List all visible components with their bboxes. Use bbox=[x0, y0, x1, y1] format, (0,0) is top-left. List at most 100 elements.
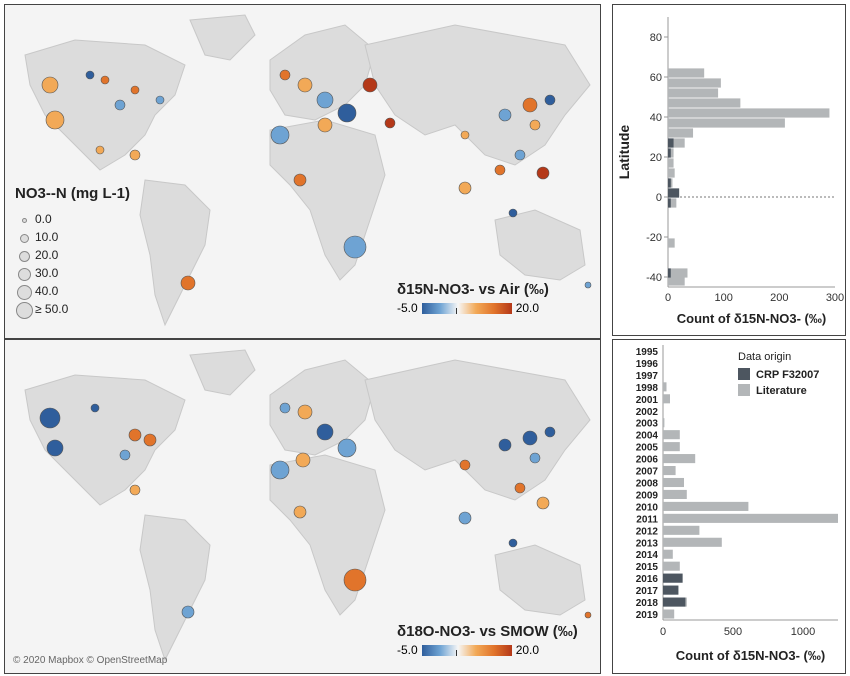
map-attribution: © 2020 Mapbox © OpenStreetMap bbox=[13, 655, 168, 666]
size-legend-item: 20.0 bbox=[15, 246, 115, 264]
y-tick-label: 60 bbox=[650, 72, 662, 84]
map-panel-d18o[interactable]: δ18O-NO3- vs SMOW (‰) -5.0 20.0 © 2020 M… bbox=[4, 339, 601, 674]
africa-land bbox=[269, 119, 386, 281]
size-legend-item: ≥ 50.0 bbox=[15, 300, 115, 319]
size-legend-circle bbox=[21, 217, 27, 223]
sample-point bbox=[129, 149, 141, 161]
histogram-bar bbox=[668, 128, 694, 138]
north-america-land bbox=[24, 374, 186, 506]
sample-point bbox=[498, 108, 512, 122]
sample-point bbox=[544, 426, 556, 438]
sample-point bbox=[293, 505, 307, 519]
sample-point bbox=[460, 130, 470, 140]
sample-point bbox=[100, 75, 110, 85]
australia-land bbox=[494, 544, 586, 616]
sample-point bbox=[343, 235, 367, 259]
sample-point bbox=[498, 438, 512, 452]
world-map-d18o bbox=[24, 349, 592, 662]
map-panel-d15n[interactable]: NO3--N (mg L-1) 0.0 10.0 20.0 30.0 40.0 ≥ 50.… bbox=[4, 4, 601, 339]
south-america-land bbox=[139, 179, 211, 327]
size-legend-title: NO3--N (mg L-1) bbox=[15, 185, 130, 202]
sample-point bbox=[270, 125, 290, 145]
sample-point bbox=[143, 433, 157, 447]
sample-point bbox=[337, 103, 357, 123]
histogram-bar bbox=[663, 477, 684, 488]
histogram-bar bbox=[668, 138, 685, 148]
sample-point bbox=[39, 407, 61, 429]
legend-swatch bbox=[738, 368, 750, 380]
size-legend-label: 0.0 bbox=[35, 212, 52, 226]
south-america-land bbox=[139, 514, 211, 662]
histogram-bar bbox=[663, 501, 749, 511]
sample-point bbox=[584, 611, 592, 619]
legend: Data origin CRP F32007 Literature bbox=[738, 351, 819, 397]
size-legend-circle bbox=[15, 301, 33, 319]
histogram-bar bbox=[663, 549, 673, 559]
sample-point bbox=[508, 208, 518, 218]
sample-point bbox=[128, 428, 142, 442]
year-label: 2017 bbox=[636, 586, 659, 597]
world-map-d15n bbox=[24, 14, 592, 327]
histogram-bar bbox=[663, 537, 722, 547]
x-tick-label: 500 bbox=[724, 626, 742, 638]
asia-land bbox=[364, 359, 591, 501]
year-label: 1997 bbox=[636, 371, 659, 382]
size-legend-circle bbox=[18, 250, 30, 262]
sample-point bbox=[458, 511, 472, 525]
histogram-bar bbox=[663, 525, 700, 535]
colorbar-min-label: -5.0 bbox=[397, 643, 418, 657]
sample-point bbox=[494, 164, 506, 176]
histogram-bar bbox=[668, 276, 685, 286]
x-tick-label: 300 bbox=[826, 292, 844, 304]
histogram-bar bbox=[668, 198, 671, 208]
year-label: 2011 bbox=[636, 514, 658, 525]
sample-point bbox=[529, 452, 541, 464]
year-label: 1996 bbox=[636, 359, 659, 370]
x-tick-label: 100 bbox=[714, 292, 732, 304]
sample-point bbox=[295, 452, 311, 468]
year-label: 2013 bbox=[636, 538, 659, 549]
size-legend-circle bbox=[19, 233, 29, 243]
colorbar-d18o: δ18O-NO3- vs SMOW (‰) -5.0 20.0 bbox=[397, 623, 578, 657]
histogram-bar bbox=[668, 98, 741, 108]
latitude-histogram: -40 -20 0 20 40 60 80 0 100 200 300 Latitude Count o… bbox=[616, 17, 844, 326]
colorbar-title: δ18O-NO3- vs SMOW (‰) bbox=[397, 623, 578, 640]
sample-point bbox=[297, 404, 313, 420]
colorbar-max-label: 20.0 bbox=[515, 301, 540, 315]
size-legend-label: 20.0 bbox=[35, 248, 59, 262]
size-legend-circle bbox=[16, 284, 32, 300]
sample-point bbox=[458, 181, 472, 195]
year-label: 2008 bbox=[636, 479, 659, 490]
sample-points-d15n bbox=[41, 69, 592, 291]
size-legend-item: 0.0 bbox=[15, 210, 115, 228]
y-tick-label: 20 bbox=[650, 152, 662, 164]
histogram-bar bbox=[663, 418, 665, 428]
histogram-bar bbox=[663, 430, 680, 440]
sample-point bbox=[508, 538, 518, 548]
y-tick-label: 0 bbox=[656, 192, 662, 204]
size-legend-label: 30.0 bbox=[35, 266, 59, 280]
sample-point bbox=[529, 119, 541, 131]
land-masses bbox=[24, 349, 591, 662]
sample-point bbox=[46, 439, 64, 457]
histogram-bar bbox=[668, 268, 671, 278]
histogram-bar bbox=[668, 158, 674, 168]
year-label: 2006 bbox=[636, 455, 659, 466]
x-axis-title: Count of δ15N-NO3- (‰) bbox=[676, 648, 825, 663]
histogram-bar bbox=[663, 585, 679, 595]
sample-point bbox=[459, 459, 471, 471]
sample-point bbox=[316, 91, 334, 109]
colorbar-title: δ15N-NO3- vs Air (‰) bbox=[397, 281, 549, 298]
europe-land bbox=[269, 359, 376, 456]
histogram-bar bbox=[663, 573, 683, 583]
x-tick-label: 200 bbox=[770, 292, 788, 304]
sample-point bbox=[522, 430, 538, 446]
year-label: 2018 bbox=[636, 598, 659, 609]
histogram-bar bbox=[663, 442, 680, 452]
year-label: 2009 bbox=[636, 490, 659, 501]
size-legend-circle bbox=[17, 267, 31, 281]
histogram-bar bbox=[668, 268, 688, 278]
year-label: 2010 bbox=[636, 502, 659, 513]
australia-land bbox=[494, 209, 586, 281]
sample-point bbox=[293, 173, 307, 187]
